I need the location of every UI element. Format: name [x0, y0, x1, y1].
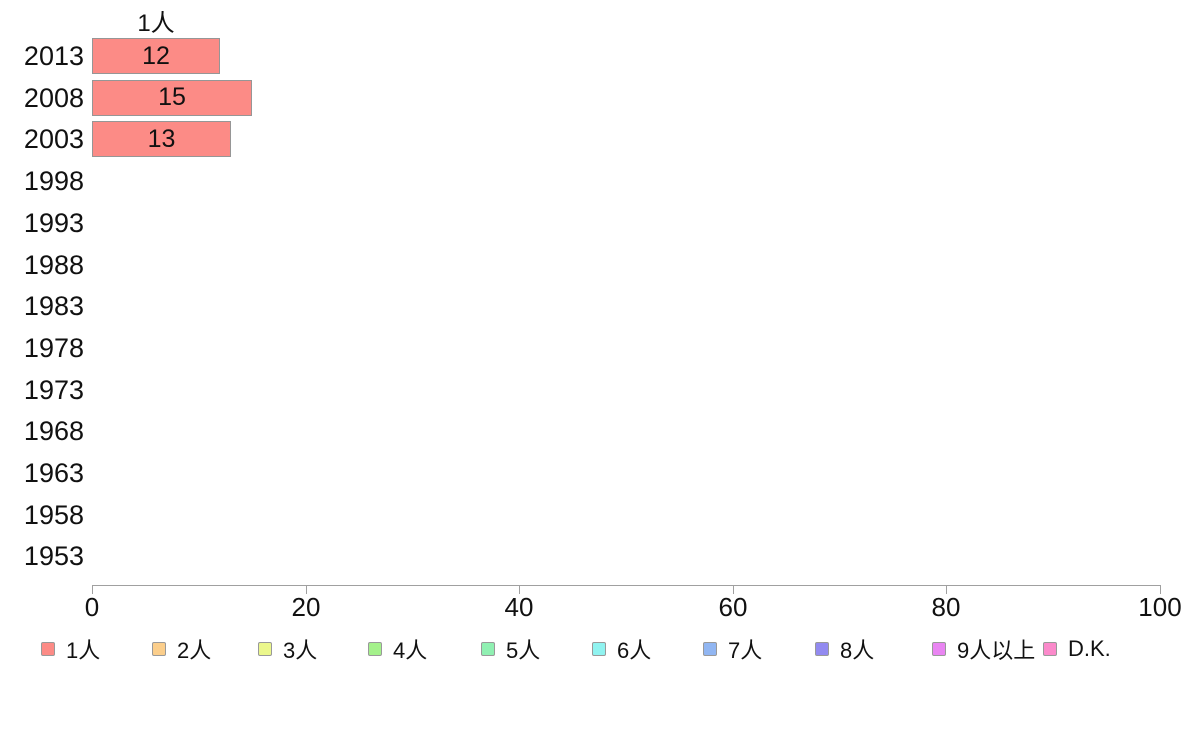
bar-value-label: 13 [147, 124, 176, 153]
legend-item-9: 9人以上 [932, 637, 1035, 663]
x-axis-tick-80 [946, 585, 947, 594]
bar-2003: 13 [92, 121, 231, 158]
x-axis-tick-20 [306, 585, 307, 594]
bar-value-label: 12 [142, 41, 170, 70]
legend-swatch-icon [815, 642, 829, 656]
legend-swatch-icon [258, 642, 272, 656]
legend-swatch-icon [703, 642, 717, 656]
legend-swatch-icon [932, 642, 946, 656]
legend-label: 3人 [283, 638, 318, 663]
x-axis-tick-label-0: 0 [84, 592, 100, 622]
legend-label: 5人 [506, 638, 541, 663]
legend-item-7: 7人 [703, 637, 762, 663]
y-axis-label-1973: 1973 [23, 374, 84, 405]
legend-label: 7人 [728, 638, 763, 663]
legend-swatch-icon [481, 642, 495, 656]
legend-item-2: 2人 [152, 637, 211, 663]
x-axis-tick-label-20: 20 [291, 592, 321, 622]
legend-label: 9人以上 [957, 638, 1036, 663]
legend-item-8: 8人 [815, 637, 874, 663]
x-axis-tick-0 [92, 585, 93, 594]
y-axis-label-1988: 1988 [23, 249, 84, 280]
legend-label: 4人 [393, 638, 428, 663]
y-axis-label-1963: 1963 [23, 458, 84, 488]
y-axis-label-1958: 1958 [23, 499, 84, 530]
x-axis-tick-100 [1160, 585, 1161, 594]
legend-swatch-icon [152, 642, 166, 656]
y-axis-label-1998: 1998 [23, 166, 84, 197]
x-axis-tick-label-100: 100 [1138, 592, 1182, 622]
x-axis-tick-60 [733, 585, 734, 594]
legend-label: 2人 [177, 638, 212, 663]
y-axis-label-1968: 1968 [23, 416, 84, 447]
legend-item-4: 4人 [368, 637, 427, 663]
legend-swatch-icon [368, 642, 382, 656]
legend-label: 1人 [66, 638, 101, 663]
bar-2008: 15 [92, 79, 252, 116]
legend-swatch-icon [1043, 642, 1057, 656]
y-axis-label-2008: 2008 [23, 82, 84, 113]
x-axis-tick-label-40: 40 [504, 592, 534, 622]
legend-item-5: 5人 [481, 637, 540, 663]
legend-item-1: 1人 [41, 637, 100, 663]
legend-label: D.K. [1068, 636, 1111, 661]
legend: 1人 2人 3人 4人 5人 6人 7人 8人 9人以上 D.K. [0, 636, 1188, 663]
bar-value-label: 15 [158, 83, 186, 112]
x-axis-tick-40 [519, 585, 520, 594]
x-axis-line [92, 585, 1161, 586]
legend-swatch-icon [41, 642, 55, 656]
legend-item-6: 6人 [592, 637, 651, 663]
y-axis-label-1978: 1978 [23, 332, 84, 363]
y-axis-label-1953: 1953 [23, 541, 84, 572]
y-axis-label-2013: 2013 [23, 41, 84, 71]
series-title: 1人 [137, 10, 175, 37]
y-axis-label-1993: 1993 [23, 207, 84, 238]
y-axis-label-2003: 2003 [23, 124, 84, 155]
legend-item-10: D.K. [1043, 636, 1111, 661]
legend-item-3: 3人 [258, 637, 317, 663]
bar-2013: 12 [92, 38, 220, 74]
x-axis-tick-label-60: 60 [718, 592, 748, 622]
legend-label: 6人 [617, 638, 652, 663]
legend-label: 8人 [840, 638, 875, 663]
legend-swatch-icon [592, 642, 606, 656]
y-axis-label-1983: 1983 [23, 291, 84, 322]
x-axis-tick-label-80: 80 [931, 592, 961, 622]
